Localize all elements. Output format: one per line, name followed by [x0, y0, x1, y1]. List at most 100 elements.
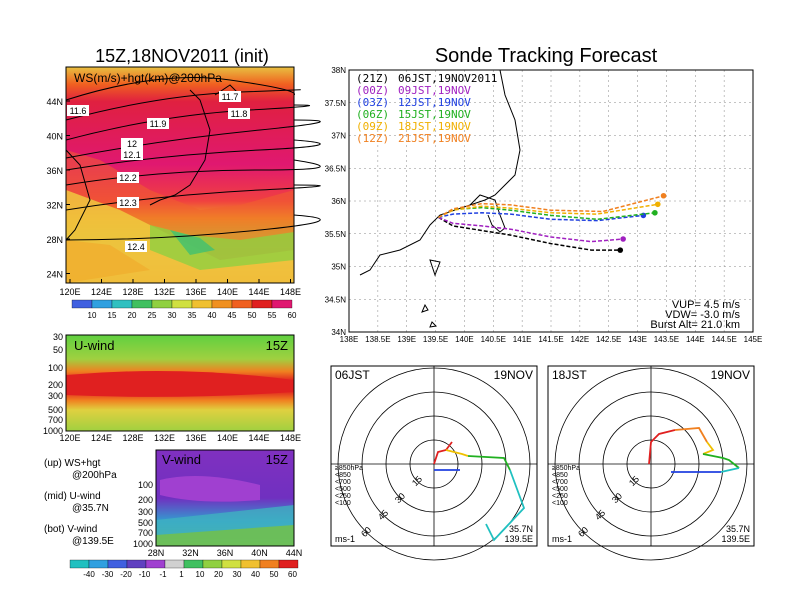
lon-tick-label: 132E: [154, 433, 175, 443]
track-lines: [438, 192, 667, 253]
lat-tick-label: 32N: [46, 201, 63, 211]
pressure-tick-label: 100: [138, 480, 153, 490]
series-line: [438, 203, 658, 219]
hodo-date: 19NOV: [711, 368, 750, 382]
colorbar-swatch: [111, 299, 133, 309]
colorbar-swatch: [221, 559, 242, 569]
hodo-date: 19NOV: [494, 368, 533, 382]
colorbar-swatch: [259, 559, 280, 569]
track-legend-utc: (03Z): [356, 96, 389, 109]
colorbar-swatch: [107, 559, 128, 569]
track-legend-utc: (21Z): [356, 72, 389, 85]
hodo-legend-item: <500: [335, 486, 351, 493]
lon-tick-label: 141E: [513, 335, 532, 344]
lon-tick-label: 144E: [248, 433, 269, 443]
contour-label: 12.2: [119, 173, 137, 183]
hodo-trace: [467, 455, 511, 471]
hodo-unit: ms-1: [335, 534, 355, 544]
pressure-tick-label: 300: [48, 391, 63, 401]
u-wind-label: U-wind: [74, 338, 114, 353]
contour-label-bg: [67, 105, 89, 116]
top-panel-label: WS(m/s)+hgt(km)@200hPa: [74, 71, 222, 85]
lon-tick-label: 136E: [185, 433, 206, 443]
colorbar-tick: 25: [148, 311, 157, 320]
param-vup: VUP= 4.5 m/s: [672, 299, 741, 311]
v-lat-ticks: 28N 32N 36N 40N 44N: [148, 548, 303, 558]
colorbar-swatch: [126, 559, 147, 569]
series-endpoint: [620, 236, 626, 242]
lon-tick-label: 132E: [154, 287, 175, 297]
wind-speed-map: WS(m/s)+hgt(km)@200hPa 11.611.711.811.91…: [46, 66, 321, 297]
lon-tick-label: 140E: [217, 287, 238, 297]
contour-label-bg: [125, 241, 147, 252]
lat-tick-label: 37N: [331, 132, 346, 141]
lon-tick-label: 120E: [59, 287, 80, 297]
lon-tick-label: 136E: [185, 287, 206, 297]
colorbar-swatch: [151, 299, 173, 309]
lat-tick-label: 36N: [217, 548, 234, 558]
colorbar-swatch: [240, 559, 261, 569]
lon-tick-label: 139.5E: [423, 335, 448, 344]
lat-tick-label: 44N: [286, 548, 303, 558]
lon-tick-label: 142.5E: [596, 335, 621, 344]
right-title: Sonde Tracking Forecast: [435, 45, 658, 67]
lat-tick-label: 40N: [46, 132, 63, 142]
track-legend-jst: 09JST,19NOV: [398, 84, 471, 97]
hodo-legend-item: <700: [335, 479, 351, 486]
contour-label: 11.7: [222, 92, 239, 102]
legend-sub: @139.5E: [72, 536, 114, 547]
hodo-legend-item: <100: [335, 500, 351, 507]
lon-tick-label: 128E: [122, 433, 143, 443]
hodo-legend-item: <250: [335, 493, 351, 500]
legend-title: (bot) V-wind: [44, 524, 97, 535]
legend-title: (up) WS+hgt: [44, 458, 101, 469]
colorbar-swatch: [71, 299, 93, 309]
lon-tick-label: 144.5E: [711, 335, 736, 344]
colorbar-tick: 10: [196, 570, 205, 579]
hodo-trace: [485, 469, 526, 542]
series-line: [438, 216, 624, 243]
colorbar-swatch: [183, 559, 204, 569]
colorbar-swatch: [278, 559, 299, 569]
lon-tick-label: 140E: [217, 433, 238, 443]
top-lat-ticks: 44N 40N 36N 32N 28N 24N: [46, 97, 70, 280]
u-lon-ticks: 120E 124E 128E 132E 136E 140E 144E 148E: [59, 433, 301, 443]
lat-tick-label: 36N: [331, 197, 346, 206]
lat-tick-label: 28N: [148, 548, 165, 558]
pressure-tick-label: 50: [53, 345, 63, 355]
hodo-lon: 139.5E: [504, 534, 533, 544]
hodo-legend-item: <250: [552, 493, 568, 500]
map-lat-ticks: 38N 37.5N 37N 36.5N 36N 35.5N 35N 34.5N 34N: [325, 66, 347, 337]
lon-tick-label: 138E: [340, 335, 359, 344]
colorbar-swatch: [191, 299, 213, 309]
lon-tick-label: 139E: [397, 335, 416, 344]
colorbar-tick: -30: [102, 570, 114, 579]
hodo-trace: [702, 453, 740, 469]
hodo-trace: [720, 467, 740, 473]
series-endpoint: [660, 192, 667, 199]
hodo-time: 18JST: [552, 368, 587, 382]
lon-tick-label: 140.5E: [481, 335, 506, 344]
param-vdw: VDW= -3.0 m/s: [665, 309, 740, 321]
series-endpoint: [617, 247, 624, 253]
contour-label: 11.9: [150, 119, 167, 129]
colorbar-swatch: [88, 559, 109, 569]
series-endpoint: [652, 209, 658, 216]
lat-tick-label: 38N: [331, 66, 346, 75]
lon-tick-label: 145E: [744, 335, 763, 344]
hodo-ring-label: 45: [376, 508, 390, 522]
hodo-legend-item: <850: [335, 472, 351, 479]
track-legend-jst: 18JST,19NOV: [398, 120, 471, 133]
lat-tick-label: 35N: [331, 263, 346, 272]
lat-tick-label: 36N: [46, 166, 63, 176]
colorbar-tick: 55: [268, 311, 277, 320]
contour-label: 12.1: [123, 150, 141, 160]
colorbar-tick: 30: [168, 311, 177, 320]
colorbar-tick: 60: [288, 570, 297, 579]
top-colorbar: 10 15 20 25 30 35 40 45 50 55 60: [71, 299, 297, 320]
lon-tick-label: 138.5E: [365, 335, 390, 344]
